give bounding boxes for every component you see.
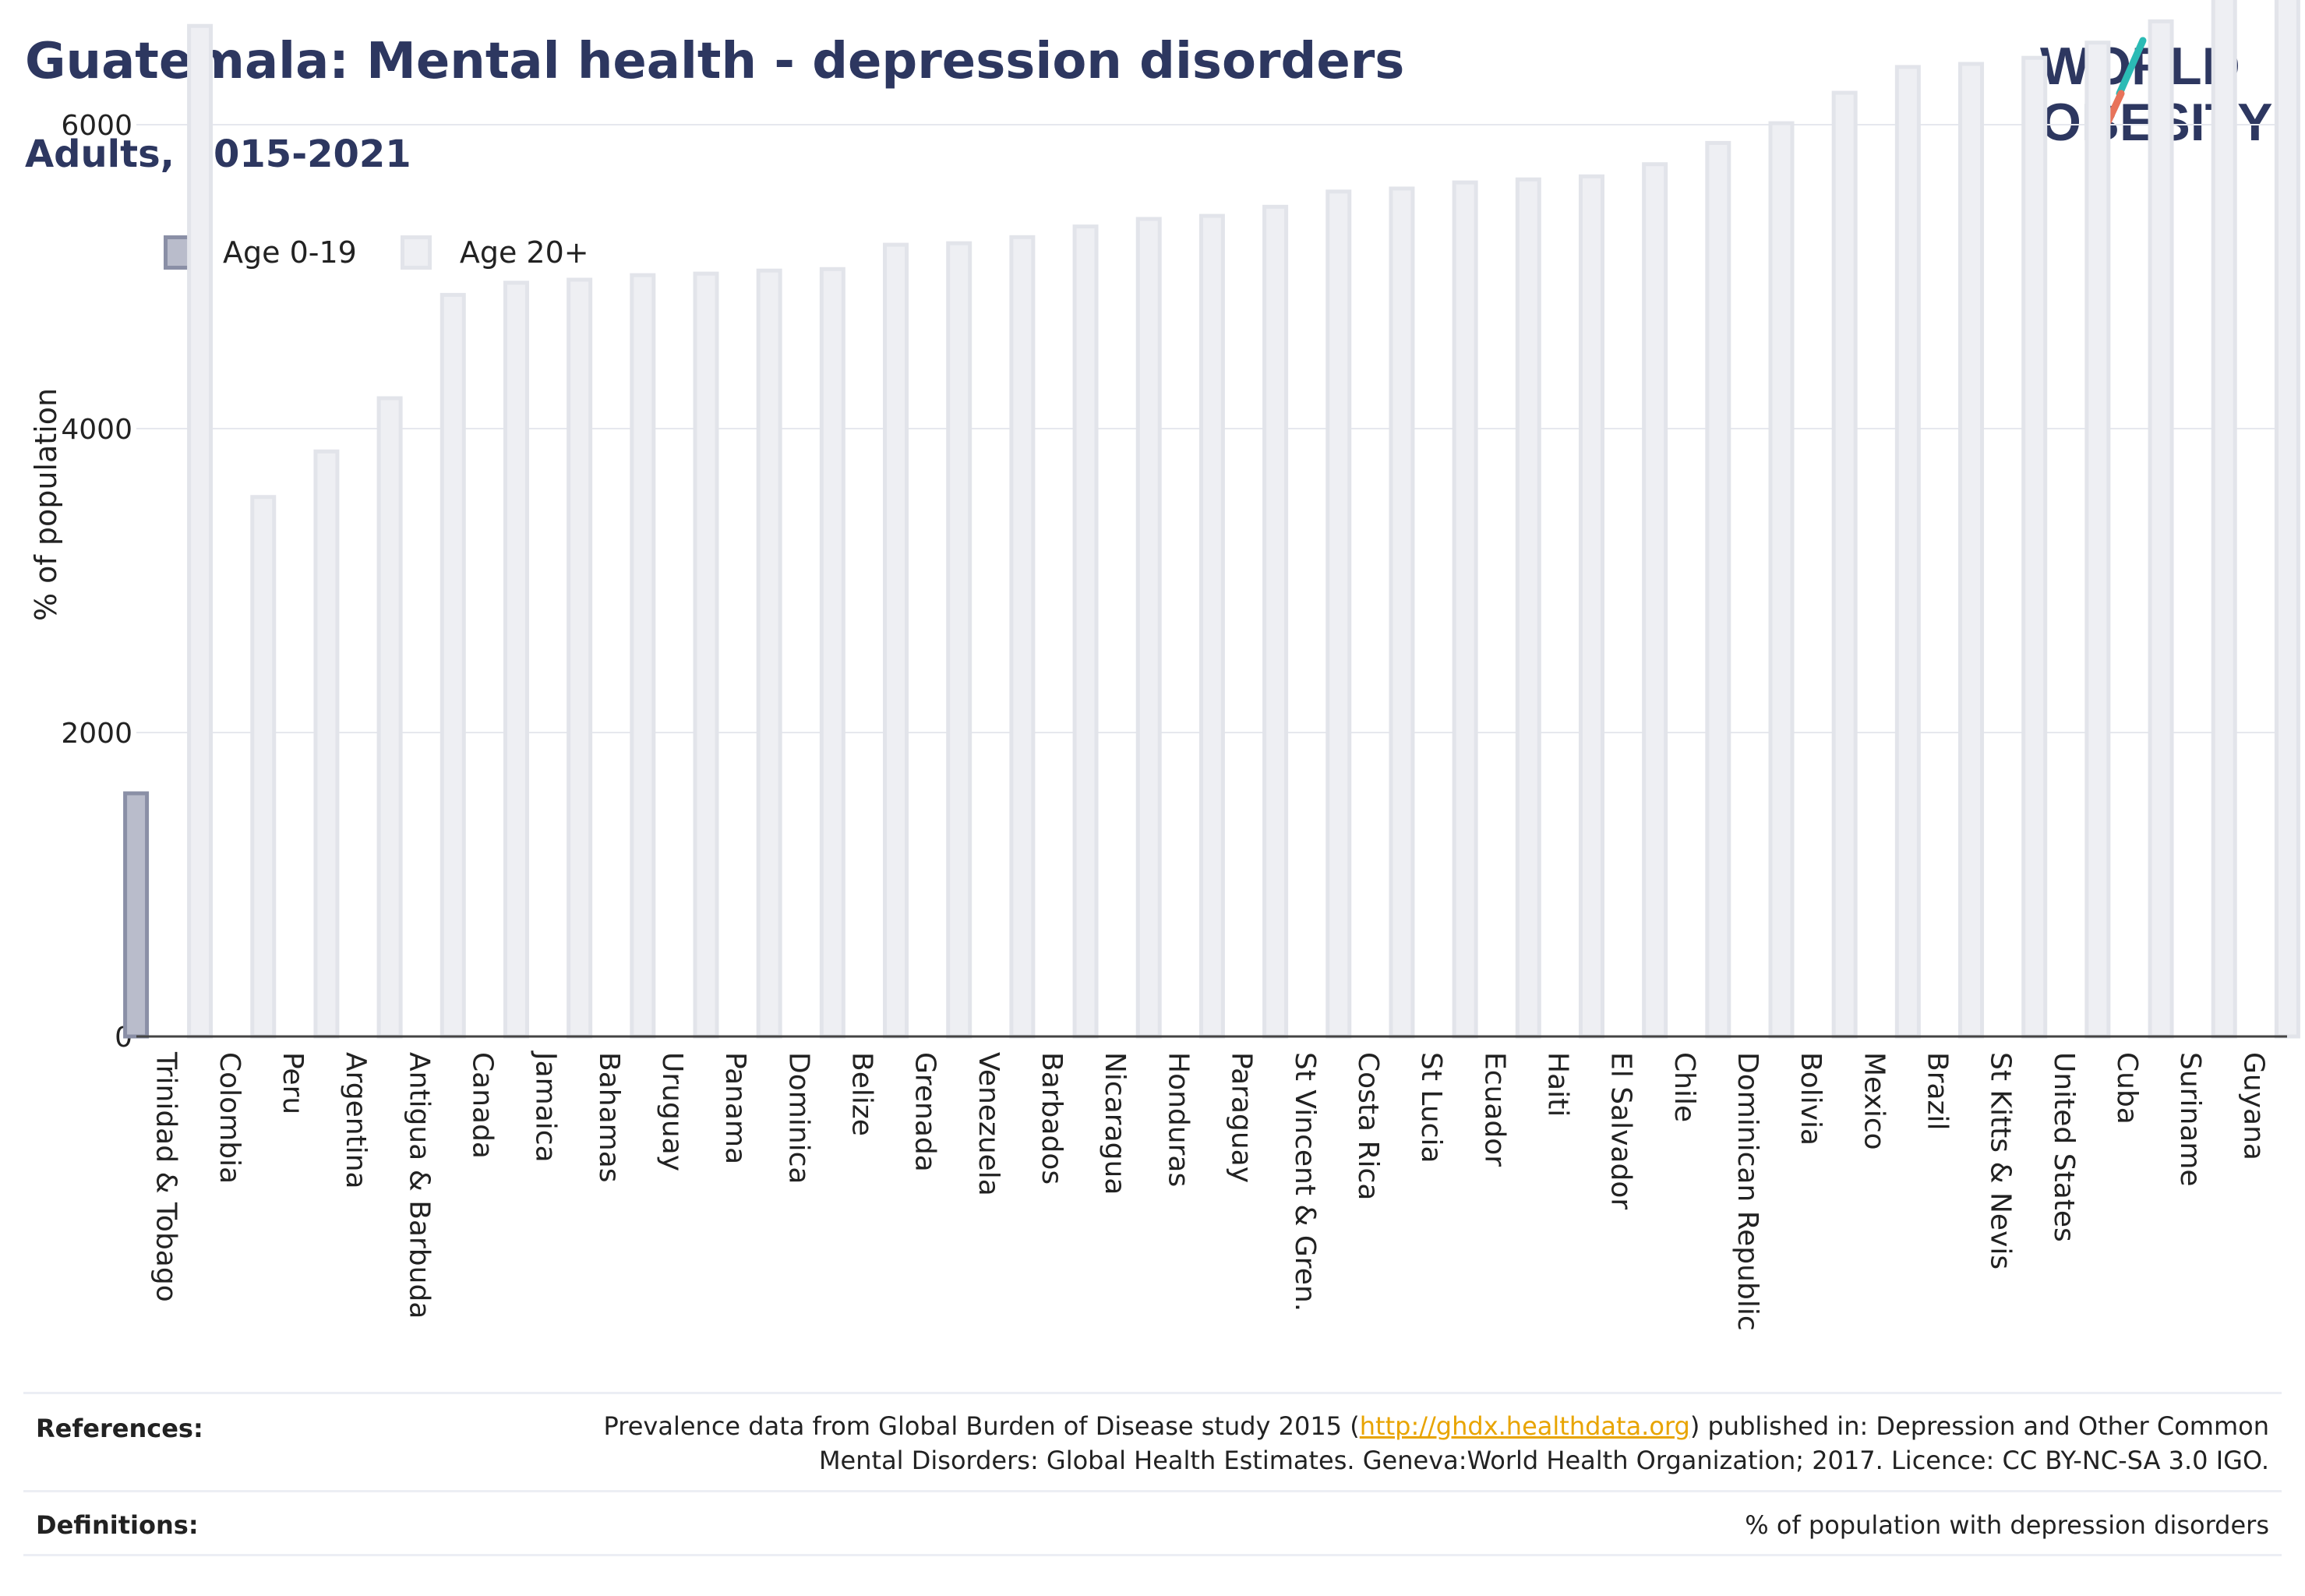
x-tick-label-12: Grenada <box>909 1052 941 1172</box>
x-tick-label-30: United States <box>2048 1052 2080 1242</box>
y-tick-label-4000: 4000 <box>61 414 132 446</box>
x-tick-label-22: Haiti <box>1541 1052 1573 1117</box>
bar-chart: 02000400060008000 Trinidad & TobagoColom… <box>29 0 2300 1331</box>
bar-age-20-plus-0 <box>187 23 214 1039</box>
x-axis: Trinidad & Tobago Colombia Peru Argentina An… <box>136 1035 2287 1331</box>
legend-label-age-20-plus: Age 20+ <box>459 235 589 270</box>
x-tick-label-4: Antigua & Barbuda <box>403 1052 435 1319</box>
x-tick-label-1: Colombia <box>214 1052 245 1184</box>
bar-age-20-plus-4 <box>439 292 466 1039</box>
bar-age-20-plus-12 <box>946 241 972 1039</box>
bar-age-20-plus-15 <box>1135 217 1162 1039</box>
bar-age-20-plus-21 <box>1515 177 1541 1039</box>
bar-age-20-plus-3 <box>376 396 403 1039</box>
y-tick-label-6000: 6000 <box>61 110 132 142</box>
bar-age-20-plus-20 <box>1452 180 1478 1039</box>
chart-subtitle: Adults, 2015-2021 <box>25 132 411 176</box>
x-tick-label-33: Guyana <box>2237 1052 2269 1160</box>
bar-age-20-plus-17 <box>1262 204 1289 1039</box>
bar-age-20-plus-9 <box>756 268 782 1039</box>
definitions-section: Definitions: % of population with depres… <box>23 1510 2282 1549</box>
definitions-text: % of population with depression disorder… <box>1745 1510 2269 1540</box>
x-tick-label-31: Cuba <box>2111 1052 2143 1125</box>
bar-age-20-plus-11 <box>883 242 909 1039</box>
bar-age-20-plus-33 <box>2274 0 2300 1039</box>
x-tick-label-5: Canada <box>466 1052 498 1159</box>
x-tick-label-27: Mexico <box>1858 1052 1890 1150</box>
x-tick-label-0: Trinidad & Tobago <box>150 1051 182 1302</box>
bar-age-20-plus-25 <box>1768 121 1795 1039</box>
bar-age-20-plus-31 <box>2148 19 2174 1039</box>
x-tick-label-23: El Salvador <box>1605 1052 1637 1209</box>
x-tick-label-8: Uruguay <box>656 1052 688 1171</box>
bar-age-20-plus-7 <box>630 273 656 1039</box>
references-section: References: Prevalence data from Global … <box>23 1409 2282 1487</box>
x-tick-label-26: Bolivia <box>1795 1052 1827 1146</box>
bar-age-20-plus-24 <box>1705 140 1731 1039</box>
x-tick-label-10: Dominica <box>782 1052 814 1185</box>
bar-age-20-plus-27 <box>1894 65 1921 1039</box>
x-tick-label-2: Peru <box>277 1052 309 1114</box>
y-tick-label-2000: 2000 <box>61 718 132 750</box>
bar-age-20-plus-29 <box>2021 55 2048 1039</box>
x-tick-label-24: Chile <box>1668 1052 1700 1122</box>
x-tick-label-32: Suriname <box>2174 1052 2206 1187</box>
bar-age-20-plus-32 <box>2211 0 2237 1039</box>
x-tick-label-18: St Vincent & Gren. <box>1289 1052 1321 1312</box>
x-tick-label-7: Bahamas <box>593 1052 625 1183</box>
x-tick-label-19: Costa Rica <box>1352 1052 1384 1200</box>
references-link[interactable]: http://ghdx.healthdata.org <box>1359 1411 1690 1441</box>
bar-age-20-plus-28 <box>1958 62 1985 1039</box>
chart-title: Guatemala: Mental health - depression di… <box>25 33 1405 90</box>
references-text: Prevalence data from Global Burden of Di… <box>555 1409 2269 1478</box>
legend-swatch-age-20-plus <box>400 235 432 270</box>
bar-age-20-plus-5 <box>503 281 529 1039</box>
x-tick-label-3: Argentina <box>340 1052 372 1189</box>
x-tick-label-14: Barbados <box>1036 1052 1068 1185</box>
x-tick-label-21: Ecuador <box>1478 1052 1510 1167</box>
x-tick-label-11: Belize <box>846 1052 878 1136</box>
x-tick-label-9: Panama <box>719 1052 751 1164</box>
bar-age-20-plus-10 <box>819 267 845 1039</box>
bar-age-20-plus-16 <box>1198 214 1225 1039</box>
x-tick-label-13: Venezuela <box>972 1052 1004 1196</box>
y-axis: 02000400060008000 <box>61 110 132 1054</box>
bar-age-20-plus-22 <box>1578 174 1604 1039</box>
definitions-label: Definitions: <box>36 1510 199 1540</box>
references-text-part1: Prevalence data from Global Burden of Di… <box>603 1411 1360 1441</box>
x-tick-label-20: St Lucia <box>1415 1052 1447 1163</box>
bar-age-20-plus-23 <box>1642 162 1668 1039</box>
bar-age-20-plus-2 <box>313 449 340 1039</box>
legend-item-age-20-plus[interactable]: Age 20+ <box>400 235 589 270</box>
bar-age-20-plus-18 <box>1325 189 1352 1039</box>
x-tick-label-15: Nicaragua <box>1099 1052 1131 1195</box>
bar-age-20-plus-13 <box>1009 235 1036 1039</box>
y-axis-label: % of population <box>29 388 63 621</box>
logo-slash-upper <box>2116 37 2147 97</box>
references-label: References: <box>36 1414 203 1443</box>
bar-age-20-plus-8 <box>693 271 719 1039</box>
bar-age-0-19-0 <box>123 791 150 1039</box>
x-tick-label-25: Dominican Republic <box>1731 1052 1763 1331</box>
legend-label-age-0-19: Age 0-19 <box>223 235 357 270</box>
bar-age-20-plus-26 <box>1831 90 1858 1039</box>
bar-age-20-plus-1 <box>250 495 277 1039</box>
footer-divider-middle <box>23 1490 2282 1492</box>
x-tick-label-29: St Kitts & Nevis <box>1985 1052 2017 1269</box>
x-tick-label-16: Honduras <box>1162 1052 1194 1187</box>
footer-divider-bottom <box>23 1554 2282 1556</box>
x-tick-label-17: Paraguay <box>1226 1052 1258 1183</box>
x-tick-label-6: Jamaica <box>530 1050 562 1163</box>
bar-age-20-plus-30 <box>2084 41 2111 1039</box>
x-tick-label-28: Brazil <box>1922 1052 1954 1130</box>
references-text-part2: ) published in: Depression and Other Com… <box>818 1411 2269 1475</box>
bars <box>123 0 2300 1039</box>
bar-age-20-plus-6 <box>567 277 593 1039</box>
bar-age-20-plus-19 <box>1389 186 1415 1039</box>
footer-divider-top <box>23 1392 2282 1394</box>
bar-age-20-plus-14 <box>1072 224 1099 1039</box>
